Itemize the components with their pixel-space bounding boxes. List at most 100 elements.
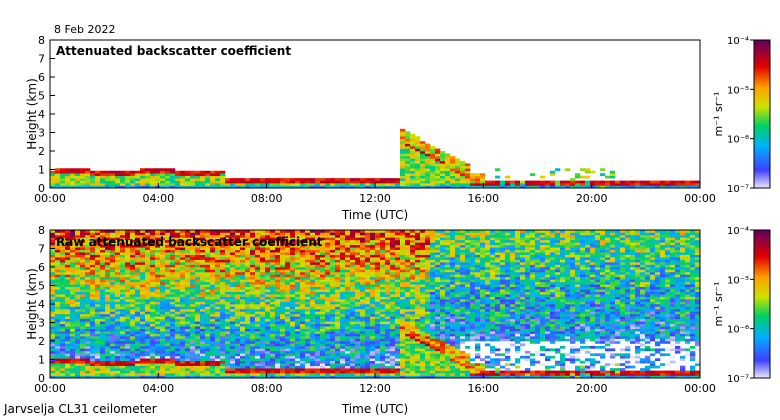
- heatmap-cell: [80, 289, 86, 292]
- heatmap-cell: [60, 259, 66, 263]
- heatmap-cell: [155, 333, 161, 337]
- heatmap-cell: [145, 178, 151, 181]
- heatmap-cell: [340, 252, 346, 255]
- heatmap-cell: [265, 244, 271, 248]
- heatmap-cell: [280, 348, 286, 352]
- heatmap-cell: [285, 249, 291, 253]
- heatmap-cell: [275, 301, 281, 305]
- heatmap-cell: [140, 323, 146, 327]
- heatmap-cell: [360, 323, 366, 327]
- heatmap-cell: [220, 363, 226, 366]
- heatmap-cell: [245, 373, 251, 376]
- heatmap-cell: [280, 257, 286, 260]
- heatmap-cell: [205, 252, 211, 255]
- heatmap-cell: [125, 321, 131, 325]
- heatmap-cell: [240, 343, 246, 347]
- heatmap-cell: [230, 363, 236, 366]
- heatmap-cell: [350, 328, 356, 332]
- heatmap-cell: [390, 306, 396, 310]
- heatmap-cell: [245, 350, 251, 354]
- heatmap-cell: [70, 175, 76, 179]
- heatmap-cell: [185, 326, 191, 329]
- heatmap-cell: [400, 146, 406, 149]
- heatmap-cell: [95, 321, 101, 325]
- heatmap-cell: [315, 294, 321, 297]
- heatmap-cell: [275, 375, 281, 378]
- heatmap-cell: [75, 259, 81, 263]
- heatmap-cell: [130, 262, 136, 265]
- heatmap-cell: [200, 345, 206, 349]
- heatmap-cell: [60, 257, 66, 260]
- heatmap-cell: [325, 373, 331, 376]
- heatmap-cell: [150, 350, 156, 354]
- heatmap-cell: [315, 178, 321, 181]
- heatmap-cell: [430, 146, 436, 149]
- heatmap-cell: [480, 180, 486, 184]
- heatmap-cell: [385, 338, 391, 342]
- heatmap-cell: [330, 289, 336, 292]
- heatmap-cell: [195, 279, 201, 283]
- heatmap-cell: [150, 281, 156, 285]
- heatmap-cell: [120, 358, 126, 362]
- heatmap-cell: [65, 291, 71, 295]
- heatmap-cell: [425, 170, 431, 174]
- heatmap-cell: [210, 281, 216, 285]
- heatmap-cell: [380, 353, 386, 357]
- heatmap-cell: [275, 257, 281, 260]
- heatmap-cell: [215, 284, 221, 288]
- heatmap-cell: [330, 257, 336, 260]
- heatmap-cell: [220, 281, 226, 285]
- heatmap-cell: [130, 183, 136, 186]
- heatmap-cell: [110, 370, 116, 374]
- heatmap-cell: [260, 368, 266, 371]
- heatmap-cell: [370, 348, 376, 352]
- heatmap-cell: [250, 247, 256, 251]
- heatmap-cell: [165, 234, 171, 238]
- heatmap-cell: [370, 276, 376, 280]
- heatmap-cell: [130, 175, 136, 179]
- heatmap-cell: [420, 153, 426, 157]
- heatmap-cell: [55, 333, 61, 337]
- heatmap-cell: [335, 313, 341, 317]
- heatmap-cell: [175, 338, 181, 342]
- heatmap-cell: [175, 170, 181, 174]
- heatmap-cell: [175, 180, 181, 184]
- heatmap-cell: [85, 355, 91, 359]
- heatmap-cell: [315, 289, 321, 292]
- heatmap-cell: [195, 316, 201, 320]
- heatmap-cell: [240, 234, 246, 238]
- heatmap-cell: [95, 370, 101, 374]
- heatmap-cell: [85, 234, 91, 238]
- heatmap-cell: [280, 279, 286, 283]
- heatmap-cell: [55, 279, 61, 283]
- heatmap-cell: [360, 345, 366, 349]
- heatmap-cell: [325, 180, 331, 184]
- heatmap-cell: [135, 316, 141, 320]
- heatmap-cell: [310, 350, 316, 354]
- heatmap-cell: [355, 239, 361, 243]
- heatmap-cell: [360, 368, 366, 371]
- heatmap-cell: [175, 284, 181, 288]
- heatmap-cell: [400, 151, 406, 154]
- heatmap-cell: [260, 242, 266, 246]
- heatmap-cell: [250, 276, 256, 280]
- heatmap-cell: [180, 234, 186, 238]
- heatmap-cell: [255, 284, 261, 288]
- heatmap-cell: [175, 304, 181, 307]
- heatmap-cell: [365, 360, 371, 364]
- heatmap-cell: [190, 291, 196, 295]
- heatmap-cell: [65, 368, 71, 371]
- heatmap-cell: [410, 141, 416, 144]
- heatmap-cell: [60, 244, 66, 248]
- heatmap-cell: [265, 247, 271, 251]
- heatmap-cell: [215, 247, 221, 251]
- heatmap-cell: [295, 286, 301, 290]
- heatmap-cell: [70, 348, 76, 352]
- heatmap-cell: [225, 363, 231, 366]
- heatmap-cell: [340, 368, 346, 371]
- heatmap-cell: [300, 326, 306, 329]
- heatmap-cell: [285, 264, 291, 268]
- heatmap-cell: [335, 257, 341, 260]
- heatmap-cell: [185, 336, 191, 339]
- heatmap-cell: [310, 294, 316, 297]
